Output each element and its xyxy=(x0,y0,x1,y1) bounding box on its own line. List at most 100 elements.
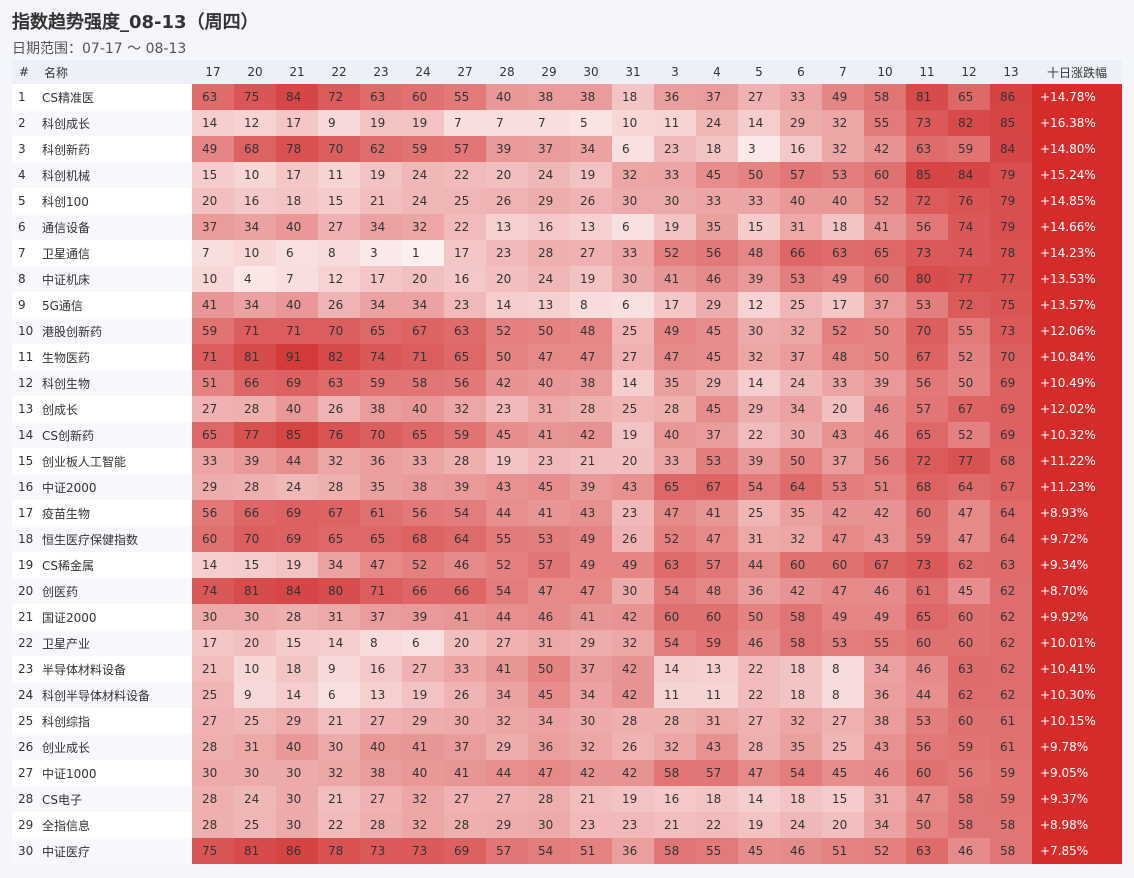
heatmap-cell: 68 xyxy=(234,136,276,162)
heatmap-cell: 71 xyxy=(402,344,444,370)
column-header-date: 22 xyxy=(318,60,360,84)
heatmap-cell: 8 xyxy=(318,240,360,266)
heatmap-cell: 60 xyxy=(948,630,990,656)
row-index-name: 创成长 xyxy=(36,396,192,422)
heatmap-cell: 37 xyxy=(696,422,738,448)
heatmap-cell: 67 xyxy=(696,474,738,500)
row-ten-day-change: +9.78% xyxy=(1032,734,1122,760)
heatmap-cell: 77 xyxy=(948,266,990,292)
heatmap-cell: 56 xyxy=(906,370,948,396)
column-header-date: 13 xyxy=(990,60,1032,84)
heatmap-cell: 17 xyxy=(276,162,318,188)
heatmap-cell: 43 xyxy=(864,526,906,552)
heatmap-cell: 42 xyxy=(780,578,822,604)
table-row: 25 科创综指 27 25 29 21 27 29 30 32 34 30 28 28 31 27 32 27 38… xyxy=(12,708,1122,734)
heatmap-cell: 63 xyxy=(822,240,864,266)
heatmap-cell: 31 xyxy=(234,734,276,760)
heatmap-cell: 47 xyxy=(570,344,612,370)
row-rank: 19 xyxy=(12,552,36,578)
column-header-date: 23 xyxy=(360,60,402,84)
heatmap-cell: 54 xyxy=(444,500,486,526)
heatmap-cell: 54 xyxy=(654,630,696,656)
heatmap-cell: 34 xyxy=(318,552,360,578)
heatmap-cell: 75 xyxy=(234,84,276,110)
heatmap-cell: 65 xyxy=(906,422,948,448)
heatmap-cell: 11 xyxy=(654,682,696,708)
heatmap-cell: 19 xyxy=(276,552,318,578)
heatmap-body: 1 CS精准医 63 75 84 72 63 60 55 40 38 38 18 36 37 27 33 49 58… xyxy=(12,84,1122,864)
heatmap-cell: 40 xyxy=(402,760,444,786)
table-row: 4 科创机械 15 10 17 11 19 24 22 20 24 19 32 33 45 50 57 53 60 8… xyxy=(12,162,1122,188)
heatmap-cell: 26 xyxy=(318,292,360,318)
heatmap-cell: 27 xyxy=(192,396,234,422)
heatmap-cell: 74 xyxy=(360,344,402,370)
column-header-date: 3 xyxy=(654,60,696,84)
heatmap-cell: 65 xyxy=(192,422,234,448)
heatmap-cell: 34 xyxy=(234,292,276,318)
row-rank: 12 xyxy=(12,370,36,396)
heatmap-cell: 16 xyxy=(444,266,486,292)
heatmap-cell: 50 xyxy=(486,344,528,370)
heatmap-cell: 59 xyxy=(990,760,1032,786)
heatmap-cell: 60 xyxy=(402,84,444,110)
heatmap-cell: 31 xyxy=(528,630,570,656)
heatmap-cell: 40 xyxy=(780,188,822,214)
heatmap-cell: 31 xyxy=(318,604,360,630)
heatmap-cell: 64 xyxy=(444,526,486,552)
heatmap-cell: 31 xyxy=(864,786,906,812)
heatmap-cell: 16 xyxy=(654,786,696,812)
heatmap-cell: 40 xyxy=(822,188,864,214)
heatmap-cell: 58 xyxy=(780,630,822,656)
date-range-subtitle: 日期范围：07-17 ～ 08-13 xyxy=(12,41,187,57)
heatmap-cell: 55 xyxy=(864,630,906,656)
heatmap-cell: 52 xyxy=(486,318,528,344)
table-row: 17 疫苗生物 56 66 69 67 61 56 54 44 41 43 23 47 41 25 35 42 42… xyxy=(12,500,1122,526)
heatmap-cell: 23 xyxy=(486,240,528,266)
heatmap-cell: 19 xyxy=(612,422,654,448)
heatmap-cell: 27 xyxy=(402,656,444,682)
heatmap-cell: 76 xyxy=(318,422,360,448)
heatmap-cell: 28 xyxy=(318,474,360,500)
heatmap-cell: 62 xyxy=(990,682,1032,708)
heatmap-cell: 65 xyxy=(948,84,990,110)
heatmap-cell: 8 xyxy=(360,630,402,656)
heatmap-cell: 24 xyxy=(402,188,444,214)
heatmap-cell: 62 xyxy=(990,630,1032,656)
heatmap-cell: 70 xyxy=(906,318,948,344)
heatmap-cell: 45 xyxy=(822,760,864,786)
heatmap-cell: 44 xyxy=(486,760,528,786)
heatmap-cell: 31 xyxy=(696,708,738,734)
heatmap-cell: 18 xyxy=(612,84,654,110)
row-rank: 13 xyxy=(12,396,36,422)
heatmap-cell: 60 xyxy=(822,552,864,578)
row-rank: 29 xyxy=(12,812,36,838)
heatmap-cell: 25 xyxy=(738,500,780,526)
heatmap-cell: 53 xyxy=(528,526,570,552)
heatmap-cell: 27 xyxy=(486,786,528,812)
heatmap-cell: 33 xyxy=(654,448,696,474)
heatmap-cell: 18 xyxy=(780,682,822,708)
heatmap-cell: 71 xyxy=(234,318,276,344)
heatmap-cell: 66 xyxy=(234,500,276,526)
heatmap-cell: 69 xyxy=(276,370,318,396)
row-rank: 27 xyxy=(12,760,36,786)
heatmap-cell: 47 xyxy=(360,552,402,578)
row-index-name: 港股创新药 xyxy=(36,318,192,344)
column-header-date: 5 xyxy=(738,60,780,84)
heatmap-cell: 69 xyxy=(276,526,318,552)
heatmap-cell: 24 xyxy=(696,110,738,136)
heatmap-cell: 28 xyxy=(528,786,570,812)
heatmap-cell: 58 xyxy=(780,604,822,630)
heatmap-cell: 44 xyxy=(906,682,948,708)
row-ten-day-change: +9.05% xyxy=(1032,760,1122,786)
heatmap-cell: 65 xyxy=(360,526,402,552)
table-row: 11 生物医药 71 81 91 82 74 71 65 50 47 47 27 47 45 32 37 48 50… xyxy=(12,344,1122,370)
heatmap-cell: 21 xyxy=(570,786,612,812)
heatmap-cell: 84 xyxy=(276,84,318,110)
heatmap-cell: 18 xyxy=(276,188,318,214)
heatmap-cell: 30 xyxy=(654,188,696,214)
heatmap-cell: 19 xyxy=(360,110,402,136)
heatmap-cell: 28 xyxy=(654,396,696,422)
heatmap-cell: 52 xyxy=(864,838,906,864)
heatmap-cell: 36 xyxy=(360,448,402,474)
